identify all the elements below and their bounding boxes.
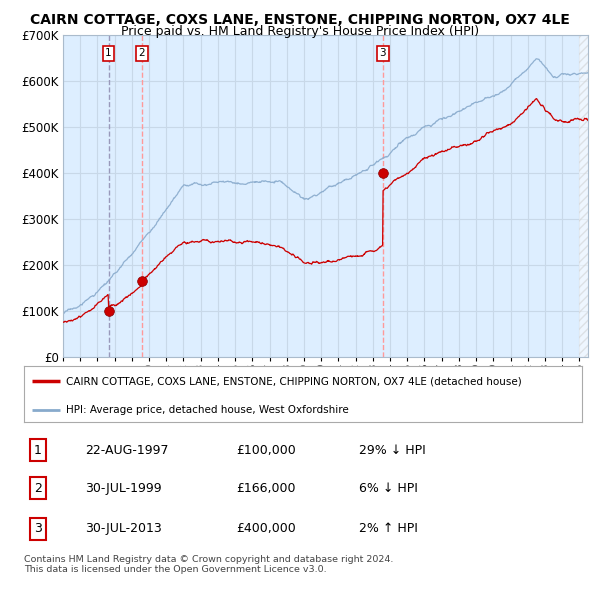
Text: HPI: Average price, detached house, West Oxfordshire: HPI: Average price, detached house, West… bbox=[66, 405, 349, 415]
Text: 30-JUL-2013: 30-JUL-2013 bbox=[85, 522, 162, 535]
Text: 22-AUG-1997: 22-AUG-1997 bbox=[85, 444, 169, 457]
Text: CAIRN COTTAGE, COXS LANE, ENSTONE, CHIPPING NORTON, OX7 4LE (detached house): CAIRN COTTAGE, COXS LANE, ENSTONE, CHIPP… bbox=[66, 376, 521, 386]
Text: 29% ↓ HPI: 29% ↓ HPI bbox=[359, 444, 425, 457]
Text: 6% ↓ HPI: 6% ↓ HPI bbox=[359, 481, 418, 495]
Text: £100,000: £100,000 bbox=[236, 444, 296, 457]
Text: 2: 2 bbox=[139, 48, 145, 58]
Text: 30-JUL-1999: 30-JUL-1999 bbox=[85, 481, 162, 495]
Text: £400,000: £400,000 bbox=[236, 522, 296, 535]
Text: Price paid vs. HM Land Registry's House Price Index (HPI): Price paid vs. HM Land Registry's House … bbox=[121, 25, 479, 38]
Text: This data is licensed under the Open Government Licence v3.0.: This data is licensed under the Open Gov… bbox=[24, 565, 326, 573]
Text: CAIRN COTTAGE, COXS LANE, ENSTONE, CHIPPING NORTON, OX7 4LE: CAIRN COTTAGE, COXS LANE, ENSTONE, CHIPP… bbox=[30, 13, 570, 27]
Text: 3: 3 bbox=[379, 48, 386, 58]
Text: £166,000: £166,000 bbox=[236, 481, 296, 495]
Text: 1: 1 bbox=[105, 48, 112, 58]
Text: Contains HM Land Registry data © Crown copyright and database right 2024.: Contains HM Land Registry data © Crown c… bbox=[24, 555, 394, 563]
Text: 2% ↑ HPI: 2% ↑ HPI bbox=[359, 522, 418, 535]
Text: 2: 2 bbox=[34, 481, 42, 495]
Text: 3: 3 bbox=[34, 522, 42, 535]
Text: 1: 1 bbox=[34, 444, 42, 457]
